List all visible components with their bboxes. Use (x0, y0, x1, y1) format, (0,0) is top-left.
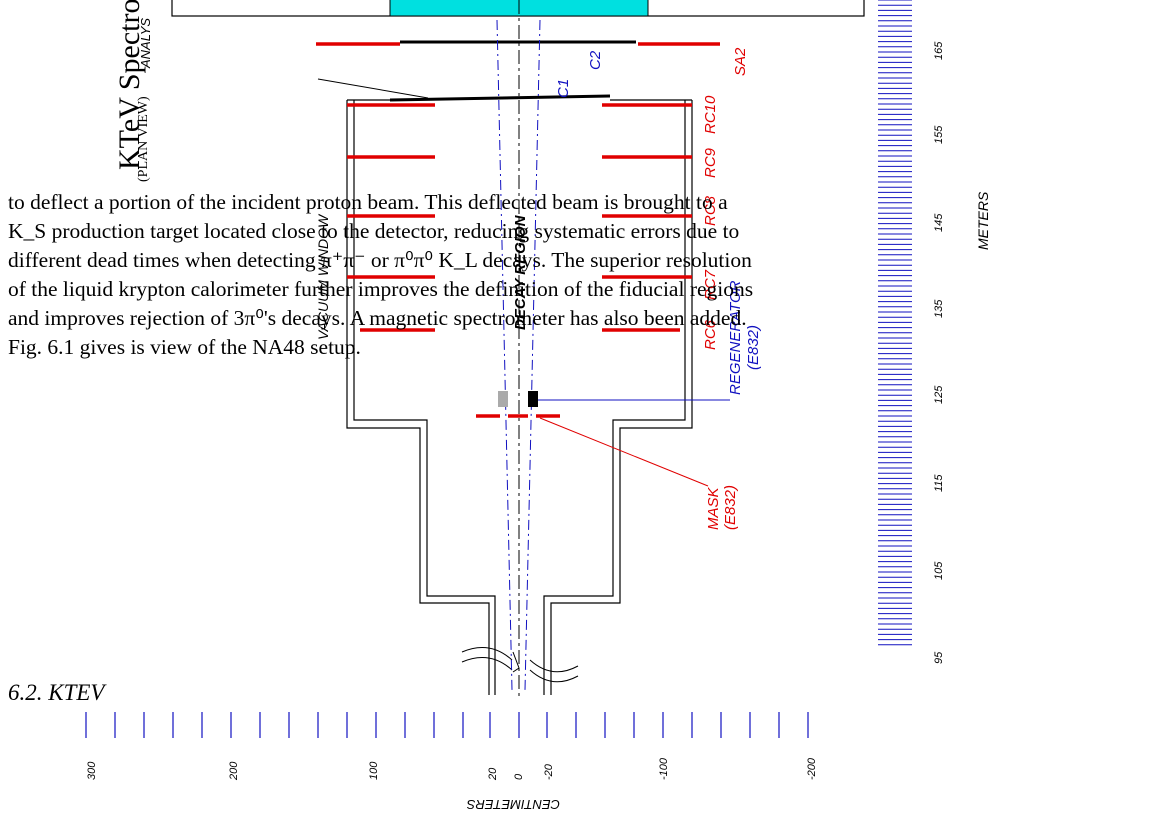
regenerator-label: REGENERATOR (727, 280, 744, 395)
cm-tick-label: 300 (86, 761, 98, 780)
beam-left (496, 19, 513, 691)
vacuum-tank-right (543, 100, 693, 695)
cm-tick-label: -100 (658, 757, 670, 780)
meter-tick-label: 145 (933, 213, 945, 232)
cm-tick-label: -200 (806, 757, 818, 780)
rc8-label: RC8 (702, 195, 719, 226)
paragraph-line: of the liquid krypton calorimeter furthe… (8, 277, 754, 301)
rc6-label: RC6 (702, 319, 719, 350)
c1-label: C1 (555, 79, 572, 98)
meter-tick-label: 155 (933, 125, 945, 144)
analysis-label: ANALYS (138, 18, 153, 69)
regenerator-block (528, 391, 538, 407)
c2-label: C2 (587, 50, 604, 70)
section-heading: 6.2. KTEV (8, 680, 105, 705)
meter-tick-label: 135 (933, 299, 945, 318)
vacuum-window-pointer (317, 78, 429, 99)
vacuum-window-label: VACUUM WINDOW (315, 213, 331, 340)
body-paragraph: to deflect a portion of the incident pro… (8, 188, 1158, 362)
meter-tick-label: 115 (933, 474, 945, 492)
paragraph-line: Fig. 6.1 gives is view of the NA48 setup… (8, 335, 361, 359)
cm-tick-labels: 300 200 100 20 0 -20 -100 -200 (86, 757, 818, 781)
mask-pointer (539, 417, 709, 487)
meters-label: METERS (975, 191, 991, 250)
regenerator-sub-label: (E832) (745, 325, 762, 370)
vacuum-tank-left (346, 100, 496, 695)
vacuum-window (389, 94, 611, 102)
beam-right (524, 19, 541, 691)
paragraph-line: K_S production target located close to t… (8, 219, 740, 243)
cm-tick-label: 200 (228, 761, 240, 781)
cm-scale (85, 712, 809, 738)
rc-chambers (347, 103, 692, 332)
meter-tick-label: 125 (933, 385, 945, 404)
paragraph-line: to deflect a portion of the incident pro… (8, 190, 728, 214)
centimeters-label: CENTIMETERS (467, 797, 561, 812)
meter-scale (878, 0, 912, 646)
meter-tick-label: 95 (933, 651, 945, 664)
sa2-label: SA2 (732, 47, 749, 76)
regenerator-left-block (498, 391, 508, 407)
cm-tick-label: -20 (543, 763, 555, 780)
paragraph-line: and improves rejection of 3π⁰'s decays. … (8, 306, 747, 330)
figure-subtitle: (PLAN VIEW) (136, 96, 151, 182)
rc10-label: RC10 (702, 95, 719, 134)
rc7-label: RC7 (702, 269, 719, 300)
decay-region-label: DECAY REGION (512, 214, 529, 330)
meter-tick-label: 165 (933, 41, 945, 60)
paragraph-line: different dead times when detecting π⁺π⁻… (8, 248, 752, 272)
cm-tick-label: 20 (487, 767, 499, 781)
mask-label: MASK (705, 486, 722, 530)
meter-tick-labels: 165 155 145 135 125 115 105 95 (933, 41, 945, 664)
rc9-label: RC9 (702, 147, 719, 178)
cm-tick-label: 0 (513, 773, 525, 780)
meter-tick-label: 105 (933, 561, 945, 580)
mask-sub-label: (E832) (722, 485, 739, 530)
break-symbol (461, 647, 579, 683)
cm-tick-label: 100 (368, 761, 380, 780)
